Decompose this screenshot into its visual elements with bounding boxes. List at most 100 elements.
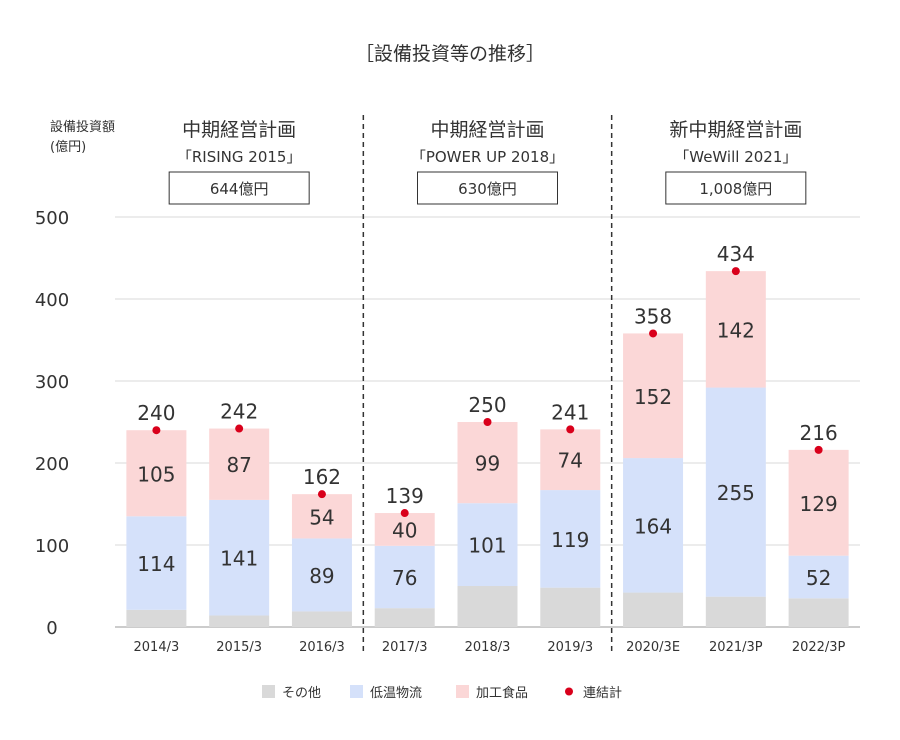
y-unit-label-line1: 設備投資額	[50, 119, 115, 135]
bar-segment-logistics	[209, 499, 270, 616]
bar-segment-logistics	[623, 458, 684, 593]
total-value-label: 216	[800, 421, 838, 445]
total-value-label: 241	[551, 400, 589, 424]
plan-budget: 630億円	[458, 180, 517, 198]
x-tick-label: 2019/3	[547, 640, 593, 655]
segment-value-label: 101	[468, 534, 506, 558]
segment-value-label: 74	[558, 449, 583, 473]
total-dot	[731, 267, 740, 276]
segment-value-label: 76	[392, 566, 417, 590]
x-tick-label: 2020/3E	[626, 640, 680, 655]
segment-value-label: 105	[137, 462, 175, 486]
segment-value-label: 129	[800, 492, 838, 516]
bar-segment-logistics	[291, 538, 352, 612]
y-tick-label: 500	[35, 208, 69, 229]
bar-segment-food	[788, 449, 849, 556]
bar-segment-logistics	[126, 516, 187, 610]
bar-segment-food	[540, 429, 601, 491]
plan-name: 中期経営計画	[182, 119, 296, 141]
bar-segment-food	[374, 513, 435, 546]
plan-budget-box	[665, 171, 807, 205]
plan-subtitle: 「RISING 2015」	[177, 148, 302, 166]
plan-name: 中期経営計画	[430, 119, 544, 141]
total-value-label: 240	[137, 401, 175, 425]
y-unit-label-line2: (億円)	[50, 139, 86, 155]
bar-segment-food	[457, 422, 518, 504]
bar-segment-food	[209, 428, 270, 500]
plan-subtitle: 「WeWill 2021」	[674, 148, 797, 166]
bar-segment-other	[374, 608, 435, 627]
x-tick-label: 2014/3	[134, 640, 180, 655]
segment-value-label: 40	[392, 518, 417, 542]
segment-value-label: 141	[220, 547, 258, 571]
bar-segment-logistics	[374, 545, 435, 609]
bar-segment-food	[291, 494, 352, 539]
y-tick-label: 0	[46, 618, 57, 639]
legend-swatch	[262, 685, 275, 698]
legend-swatch	[456, 685, 469, 698]
plan-budget: 644億円	[210, 180, 269, 198]
legend-label: 連結計	[583, 685, 622, 701]
total-value-label: 139	[386, 484, 424, 508]
total-value-label: 162	[303, 465, 341, 489]
bar-segment-logistics	[457, 503, 518, 586]
bar-segment-other	[540, 587, 601, 627]
total-dot	[317, 490, 326, 499]
total-value-label: 358	[634, 304, 672, 328]
data-labels: 114 105 240 141 87 242 89 54 162 76 40 139 101 99 250 1…	[137, 242, 837, 590]
segment-value-label: 255	[717, 481, 755, 505]
y-tick-label: 100	[35, 536, 69, 557]
total-value-label: 250	[468, 393, 506, 417]
chart-title: ［設備投資等の推移］	[355, 43, 545, 65]
segment-value-label: 119	[551, 528, 589, 552]
total-dot	[235, 424, 244, 433]
bar-segment-other	[788, 598, 849, 627]
plan-headers: 中期経営計画「RISING 2015」 644億円 中期経営計画「POWER UP …	[168, 119, 807, 205]
segment-value-label: 114	[137, 552, 175, 576]
bars	[126, 271, 849, 627]
plan-budget-box	[417, 171, 558, 205]
total-value-label: 434	[717, 242, 755, 266]
bar-segment-logistics	[788, 555, 849, 599]
x-tick-label: 2016/3	[299, 640, 345, 655]
x-tick-label: 2018/3	[465, 640, 511, 655]
plan-budget: 1,008億円	[699, 180, 772, 198]
legend-swatch	[350, 685, 363, 698]
legend-dot	[565, 687, 573, 696]
bar-segment-other	[623, 592, 684, 627]
segment-value-label: 152	[634, 385, 672, 409]
segment-value-label: 164	[634, 514, 672, 538]
bar-segment-other	[126, 609, 187, 627]
x-tick-label: 2022/3P	[792, 640, 846, 655]
bar-segment-food	[126, 430, 187, 517]
total-dot	[649, 329, 658, 338]
segment-value-label: 89	[309, 564, 334, 588]
y-tick-label: 300	[35, 372, 69, 393]
segment-value-label: 142	[717, 318, 755, 342]
bar-segment-other	[705, 596, 766, 627]
x-tick-label: 2015/3	[216, 640, 262, 655]
segment-value-label: 52	[806, 566, 831, 590]
legend-label: 加工食品	[476, 685, 528, 701]
plan-subtitle: 「POWER UP 2018」	[411, 148, 564, 166]
total-value-label: 242	[220, 400, 258, 424]
bar-segment-other	[291, 611, 352, 627]
bar-segment-food	[705, 271, 766, 388]
bar-segment-other	[457, 586, 518, 627]
total-dot	[152, 426, 161, 435]
segment-value-label: 99	[475, 452, 500, 476]
plan-budget-box	[168, 171, 310, 205]
x-tick-label: 2021/3P	[709, 640, 763, 655]
plan-name: 新中期経営計画	[669, 119, 802, 141]
y-tick-label: 400	[35, 290, 69, 311]
total-dot	[814, 445, 823, 454]
legend-label: 低温物流	[370, 686, 422, 701]
total-dot	[483, 418, 492, 426]
total-dot	[400, 509, 409, 518]
bar-segment-other	[209, 615, 270, 627]
legend-label: その他	[282, 686, 321, 701]
bar-segment-logistics	[540, 490, 601, 588]
total-dot	[566, 425, 575, 434]
legend: その他 低温物流 加工食品 連結計	[262, 685, 622, 701]
